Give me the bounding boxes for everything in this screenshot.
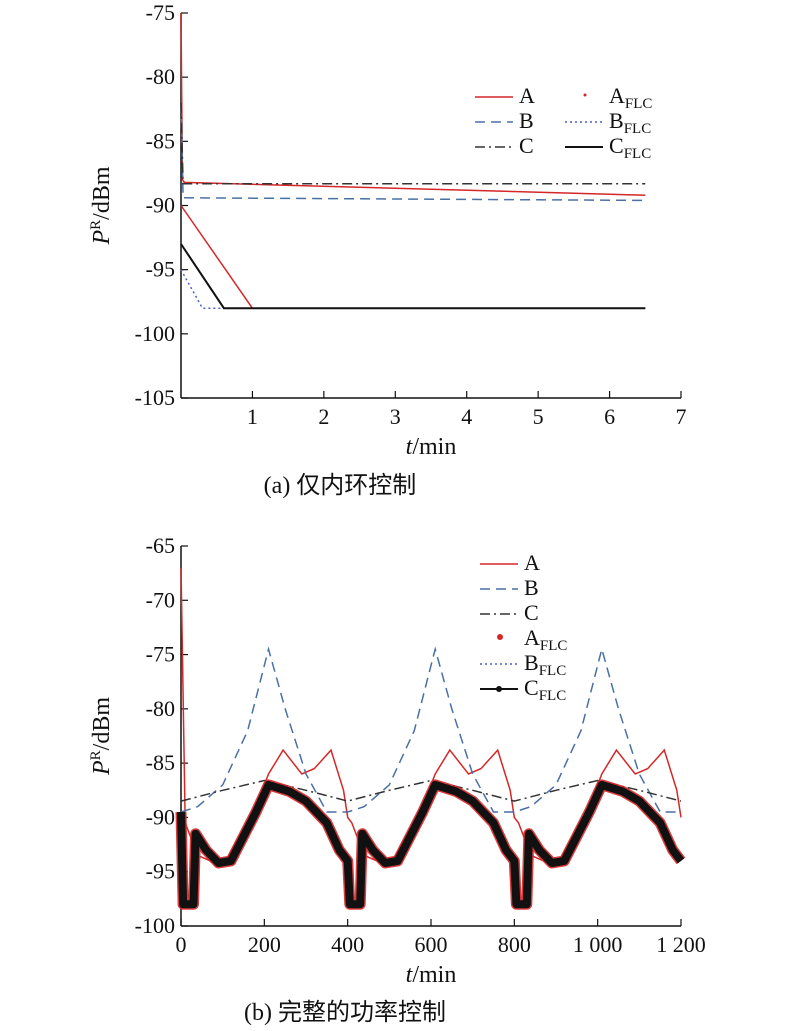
x-tick-label: 0 bbox=[176, 932, 187, 957]
legend-b-label: A bbox=[524, 550, 540, 575]
y-tick-label: -105 bbox=[135, 385, 175, 410]
legend-b-label: C bbox=[524, 600, 539, 625]
legend-b-label: BFLC bbox=[524, 650, 566, 679]
legend-a-label: CFLC bbox=[609, 133, 651, 162]
legend-b-marker bbox=[496, 686, 502, 692]
series-c-line bbox=[180, 102, 646, 185]
series-b-line bbox=[180, 102, 646, 202]
x-tick-label: 1 bbox=[247, 404, 258, 429]
y-axis-label: PR/dBm bbox=[88, 697, 115, 776]
series-c-line bbox=[180, 779, 682, 802]
series-a-flc-line bbox=[180, 205, 646, 309]
y-axis-label: PR/dBm bbox=[88, 166, 115, 245]
x-tick-label: 2 bbox=[318, 404, 329, 429]
x-tick-label: 6 bbox=[604, 404, 615, 429]
series-b-flc-line bbox=[180, 269, 646, 309]
y-tick-label: -85 bbox=[146, 750, 175, 775]
y-tick-label: -90 bbox=[146, 193, 175, 218]
x-tick-label: 400 bbox=[331, 932, 364, 957]
legend-b-label: B bbox=[524, 575, 539, 600]
legend-a-label: AFLC bbox=[609, 83, 652, 112]
y-tick-label: -75 bbox=[146, 0, 175, 25]
y-tick-label: -100 bbox=[135, 321, 175, 346]
chart-a: -75 -80 -85 -90 -95 -100 -105 1 2 3 4 5 6 7 PR/dBm t/mi… bbox=[88, 0, 687, 460]
y-tick-label: -80 bbox=[146, 64, 175, 89]
legend-a-marker bbox=[583, 93, 587, 97]
x-tick-label: 200 bbox=[248, 932, 281, 957]
x-tick-label: 7 bbox=[676, 404, 687, 429]
x-tick-label: 3 bbox=[390, 404, 401, 429]
y-tick-label: -70 bbox=[146, 587, 175, 612]
x-tick-label: 1 200 bbox=[656, 932, 706, 957]
x-axis-label: t/min bbox=[406, 434, 457, 460]
y-tick-label: -95 bbox=[146, 257, 175, 282]
x-tick-label: 4 bbox=[461, 404, 472, 429]
legend-a-label: A bbox=[519, 83, 535, 108]
x-tick-label: 1 000 bbox=[573, 932, 623, 957]
x-tick-label: 5 bbox=[533, 404, 544, 429]
legend-b-label: AFLC bbox=[524, 625, 567, 654]
caption-b: (b) 完整的功率控制 bbox=[244, 999, 446, 1026]
legend-b-label: CFLC bbox=[524, 675, 566, 704]
x-tick-label: 800 bbox=[498, 932, 531, 957]
y-tick-label: -80 bbox=[146, 696, 175, 721]
y-tick-label: -85 bbox=[146, 128, 175, 153]
series-c-flc-line bbox=[180, 243, 646, 310]
y-tick-label: -90 bbox=[146, 804, 175, 829]
y-tick-label: -75 bbox=[146, 642, 175, 667]
y-tick-label: -100 bbox=[135, 913, 175, 938]
series-c-flc-line bbox=[177, 780, 685, 909]
caption-a: (a) 仅内环控制 bbox=[264, 472, 417, 499]
legend-a-label: C bbox=[519, 133, 534, 158]
y-tick-label: -95 bbox=[146, 859, 175, 884]
x-axis-label: t/min bbox=[406, 962, 457, 988]
legend-a-label: B bbox=[519, 108, 534, 133]
y-tick-label: -65 bbox=[146, 533, 175, 558]
legend-b-marker bbox=[497, 634, 503, 640]
series-a-line bbox=[180, 567, 682, 868]
x-tick-label: 600 bbox=[415, 932, 448, 957]
series-a-line bbox=[180, 12, 646, 196]
legend-a-label: BFLC bbox=[609, 108, 651, 137]
series-b-line bbox=[180, 646, 681, 813]
